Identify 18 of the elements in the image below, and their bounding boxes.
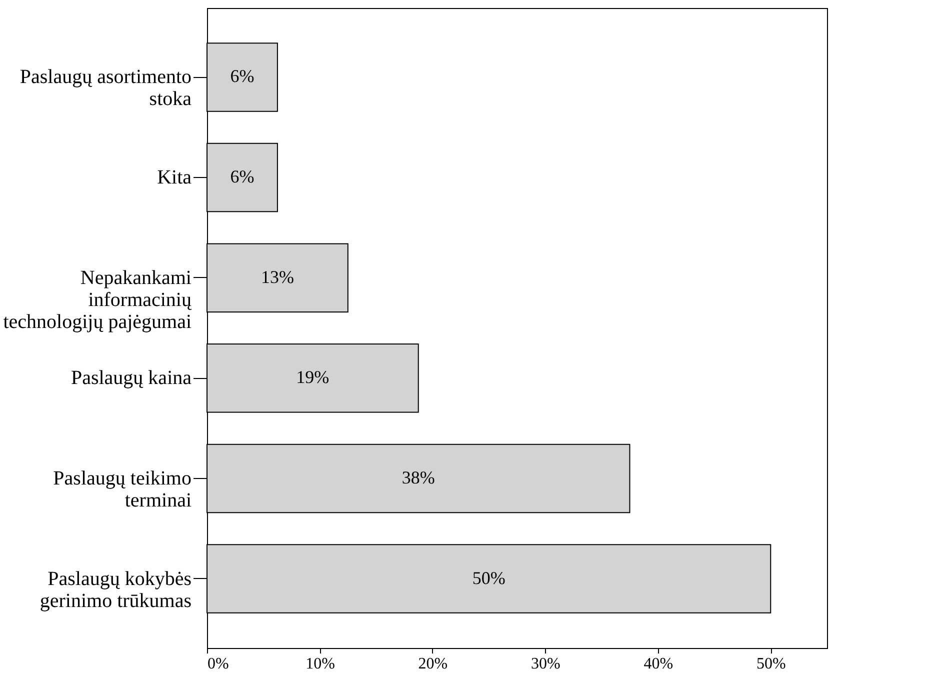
x-tick-label: 10% <box>306 656 335 672</box>
data-label: 13% <box>260 266 294 287</box>
x-tick-label: 30% <box>531 656 560 672</box>
y-tick-label: Paslaugų teikimo terminai <box>53 467 192 512</box>
y-tick-label: Paslaugų kaina <box>70 367 192 390</box>
data-label: 6% <box>230 166 254 187</box>
data-label: 6% <box>230 66 254 86</box>
y-tick-label: Nepakankami informacinių technologijų pajėgumai <box>3 266 192 333</box>
y-tick-label: Kita <box>157 166 192 189</box>
y-tick-label: Paslaugų kokybės gerinimo trūkumas <box>40 568 192 612</box>
y-tick-label: Paslaugų asortimento stoka <box>20 66 192 110</box>
x-tick-label: 50% <box>756 656 786 672</box>
x-tick-label: 0% <box>208 656 229 672</box>
x-tick-label: 20% <box>418 656 448 672</box>
data-label: 19% <box>296 367 330 388</box>
x-tick-label: 40% <box>644 656 674 672</box>
data-label: 38% <box>402 467 435 488</box>
data-label: 50% <box>472 568 506 588</box>
